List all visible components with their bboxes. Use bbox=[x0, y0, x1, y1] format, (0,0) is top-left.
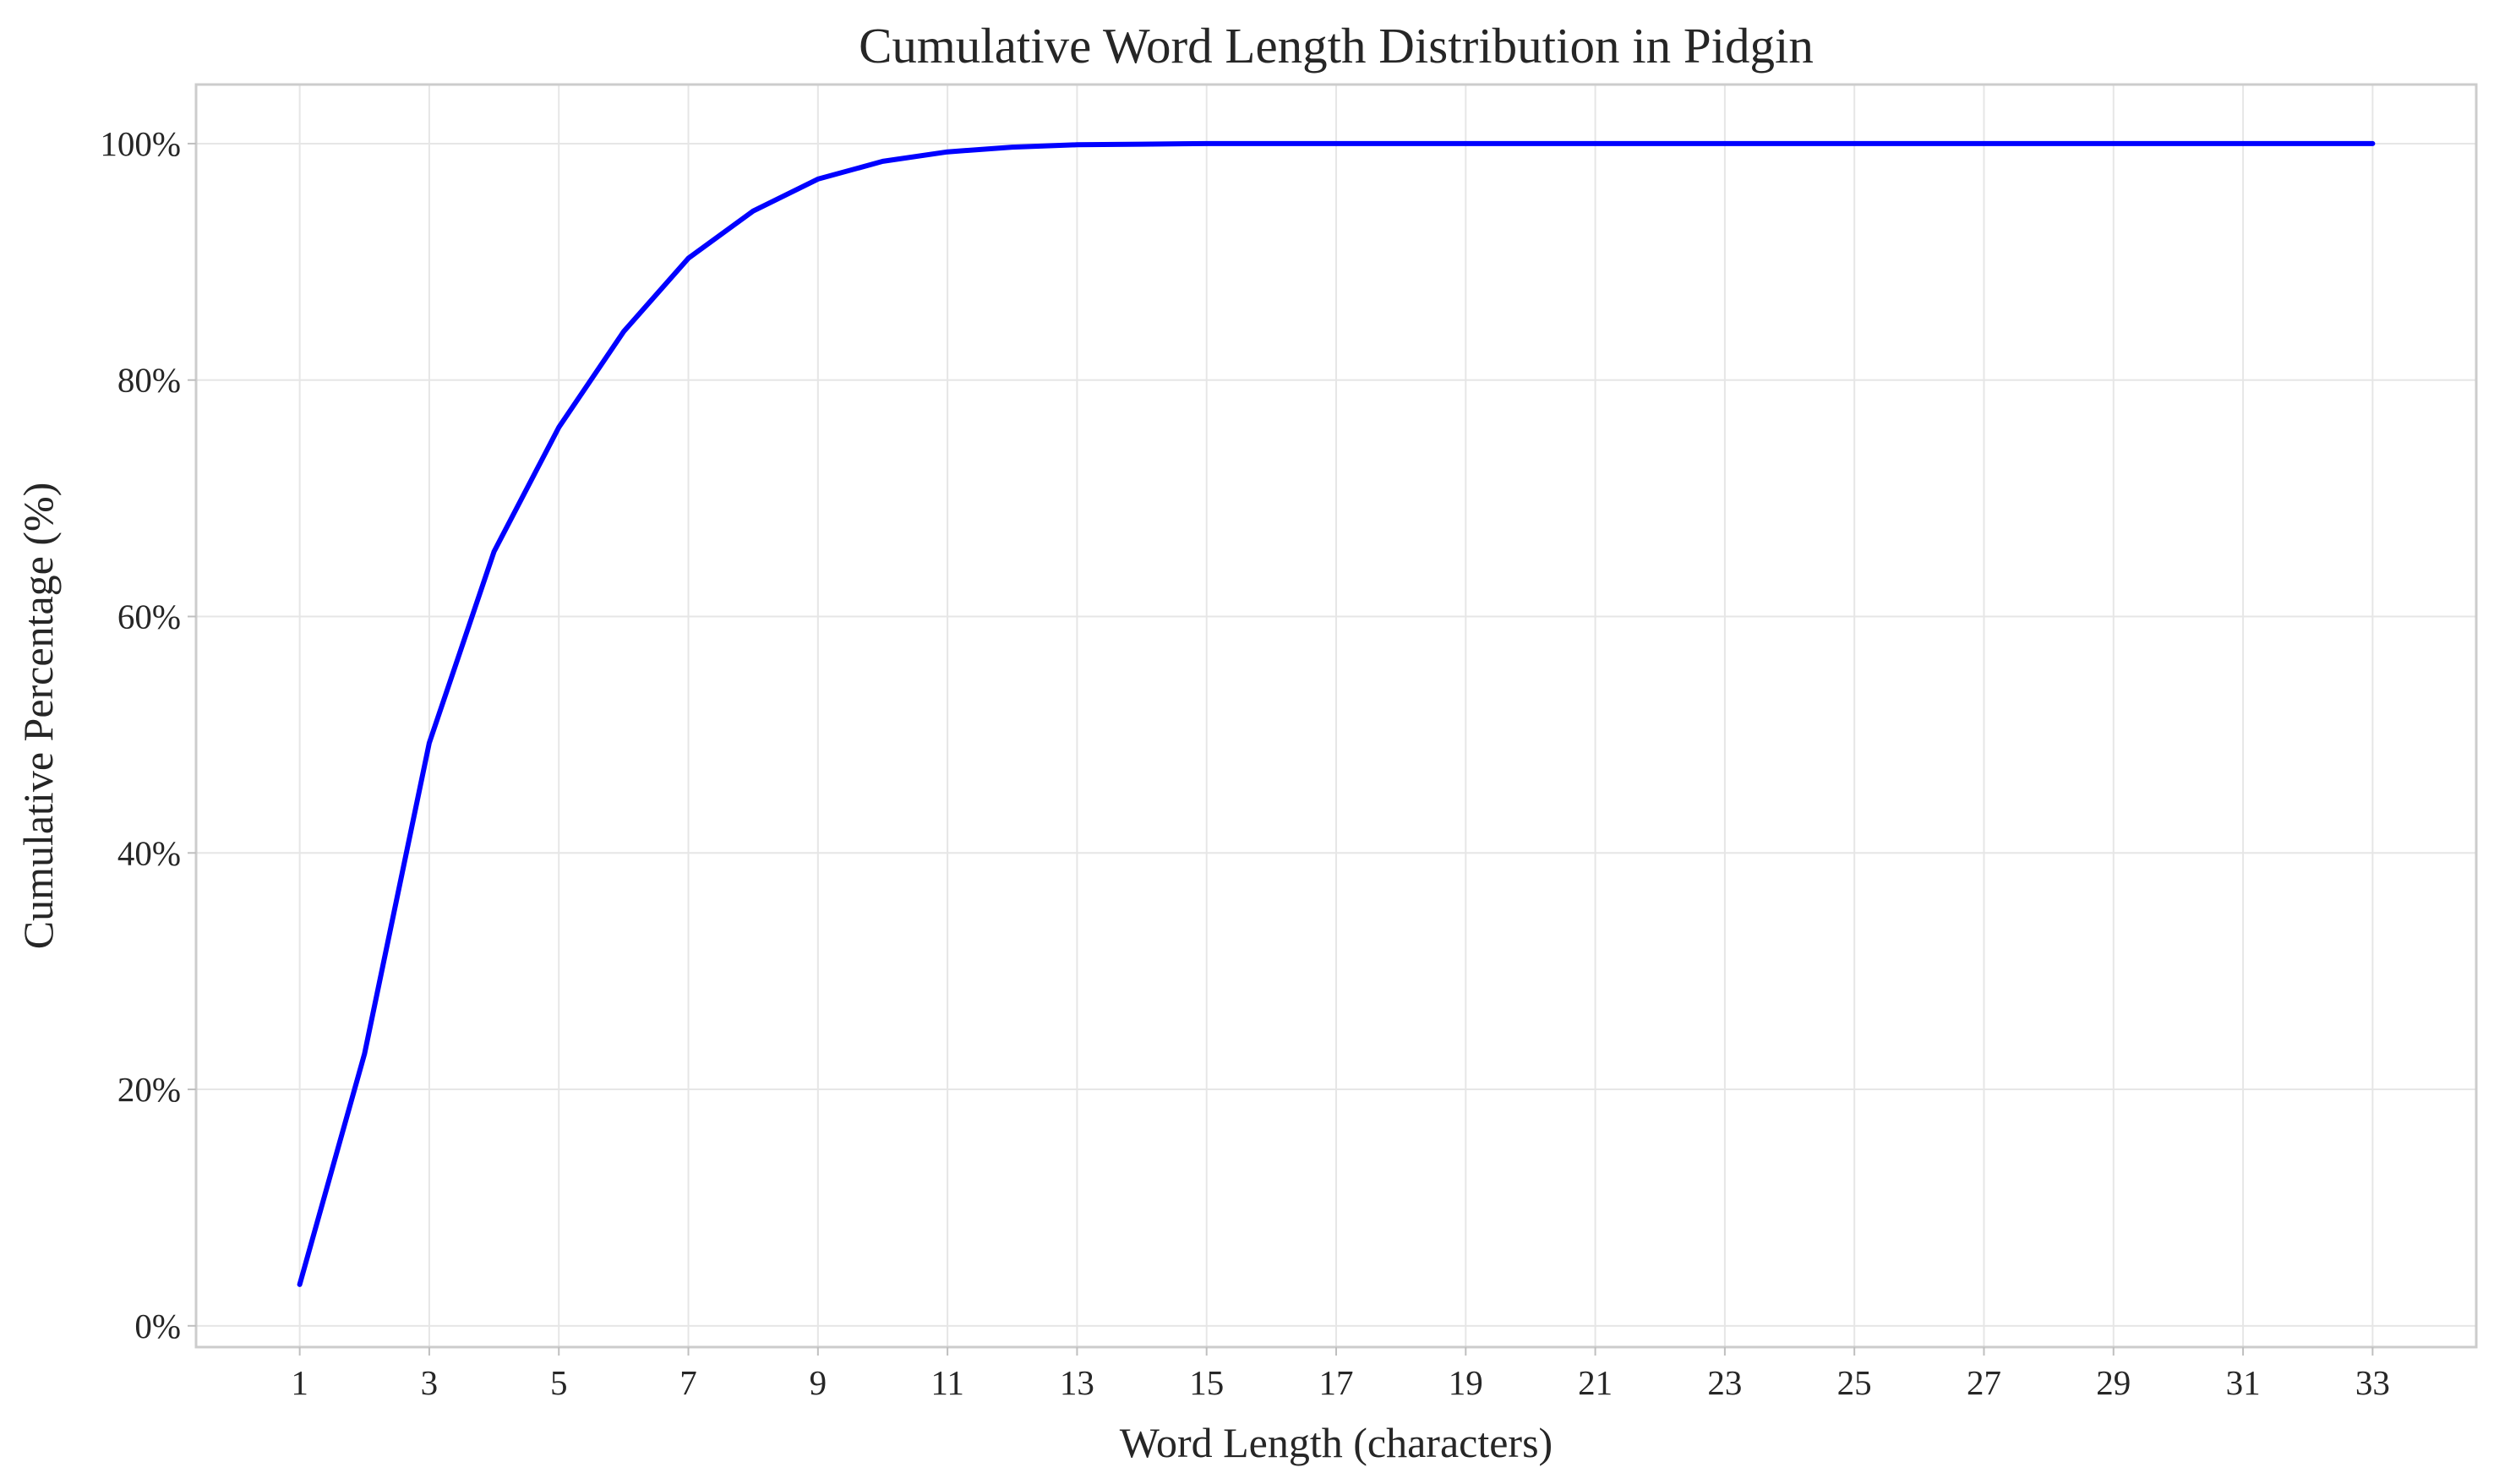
data-point bbox=[1139, 142, 1144, 147]
data-point bbox=[1463, 141, 1468, 146]
x-tick-label: 7 bbox=[679, 1363, 697, 1402]
x-tick-label: 31 bbox=[2226, 1363, 2261, 1402]
data-point bbox=[750, 209, 756, 214]
data-point bbox=[1593, 141, 1598, 146]
x-tick-label: 5 bbox=[550, 1363, 568, 1402]
data-point bbox=[2046, 141, 2051, 146]
y-tick-label: 60% bbox=[117, 597, 181, 636]
data-point bbox=[1074, 142, 1079, 147]
data-point bbox=[945, 150, 950, 155]
x-axis-title: Word Length (characters) bbox=[1120, 1419, 1553, 1466]
data-point bbox=[556, 425, 561, 430]
x-tick-label: 13 bbox=[1060, 1363, 1094, 1402]
data-point bbox=[2240, 141, 2246, 146]
x-tick-label: 23 bbox=[1707, 1363, 1742, 1402]
data-point bbox=[1722, 141, 1727, 146]
data-point bbox=[1399, 141, 1404, 146]
x-tick-label: 21 bbox=[1578, 1363, 1613, 1402]
data-point bbox=[1657, 141, 1662, 146]
y-axis-title: Cumulative Percentage (%) bbox=[14, 483, 62, 950]
chart-title: Cumulative Word Length Distribution in P… bbox=[859, 18, 1814, 74]
data-point bbox=[1269, 141, 1274, 146]
y-tick-label: 40% bbox=[117, 833, 181, 872]
data-point bbox=[621, 329, 626, 334]
series-layer bbox=[297, 140, 2376, 1287]
data-point bbox=[362, 1051, 367, 1056]
data-point bbox=[816, 177, 821, 182]
y-tick-label: 20% bbox=[117, 1070, 181, 1109]
x-tick-label: 11 bbox=[930, 1363, 963, 1402]
data-point bbox=[686, 256, 691, 261]
x-tick-label: 3 bbox=[421, 1363, 439, 1402]
x-tick-label: 15 bbox=[1189, 1363, 1224, 1402]
y-tick-label: 80% bbox=[117, 361, 181, 400]
x-tick-label: 33 bbox=[2355, 1363, 2390, 1402]
x-tick-label: 27 bbox=[1967, 1363, 2001, 1402]
y-tick-label: 0% bbox=[134, 1307, 181, 1345]
series-line-0 bbox=[297, 140, 2376, 1287]
data-point bbox=[880, 159, 885, 164]
data-point bbox=[427, 740, 432, 745]
x-tick-label: 9 bbox=[810, 1363, 827, 1402]
grid bbox=[196, 85, 2476, 1347]
data-point bbox=[1787, 141, 1793, 146]
x-tick-label: 25 bbox=[1837, 1363, 1872, 1402]
data-point bbox=[2175, 141, 2180, 146]
x-tick-label: 1 bbox=[291, 1363, 308, 1402]
y-tick-label: 100% bbox=[100, 124, 181, 163]
data-point bbox=[1204, 141, 1209, 146]
data-point bbox=[1852, 141, 1857, 146]
data-point bbox=[2306, 141, 2311, 146]
data-point bbox=[1981, 141, 1986, 146]
data-point bbox=[492, 549, 497, 554]
data-point bbox=[297, 1282, 303, 1287]
data-point bbox=[2370, 141, 2375, 146]
data-point bbox=[1010, 145, 1015, 150]
data-point bbox=[1917, 141, 1922, 146]
axis-ticks: 1 3 5 7 9 11 13 15 17 19 21 23 25 27 29 31 330%20%40%60%… bbox=[100, 124, 2390, 1402]
x-tick-label: 29 bbox=[2096, 1363, 2131, 1402]
data-point bbox=[1334, 141, 1339, 146]
x-tick-label: 19 bbox=[1449, 1363, 1483, 1402]
x-tick-label: 17 bbox=[1319, 1363, 1354, 1402]
data-point bbox=[2111, 141, 2116, 146]
data-point bbox=[1528, 141, 1533, 146]
